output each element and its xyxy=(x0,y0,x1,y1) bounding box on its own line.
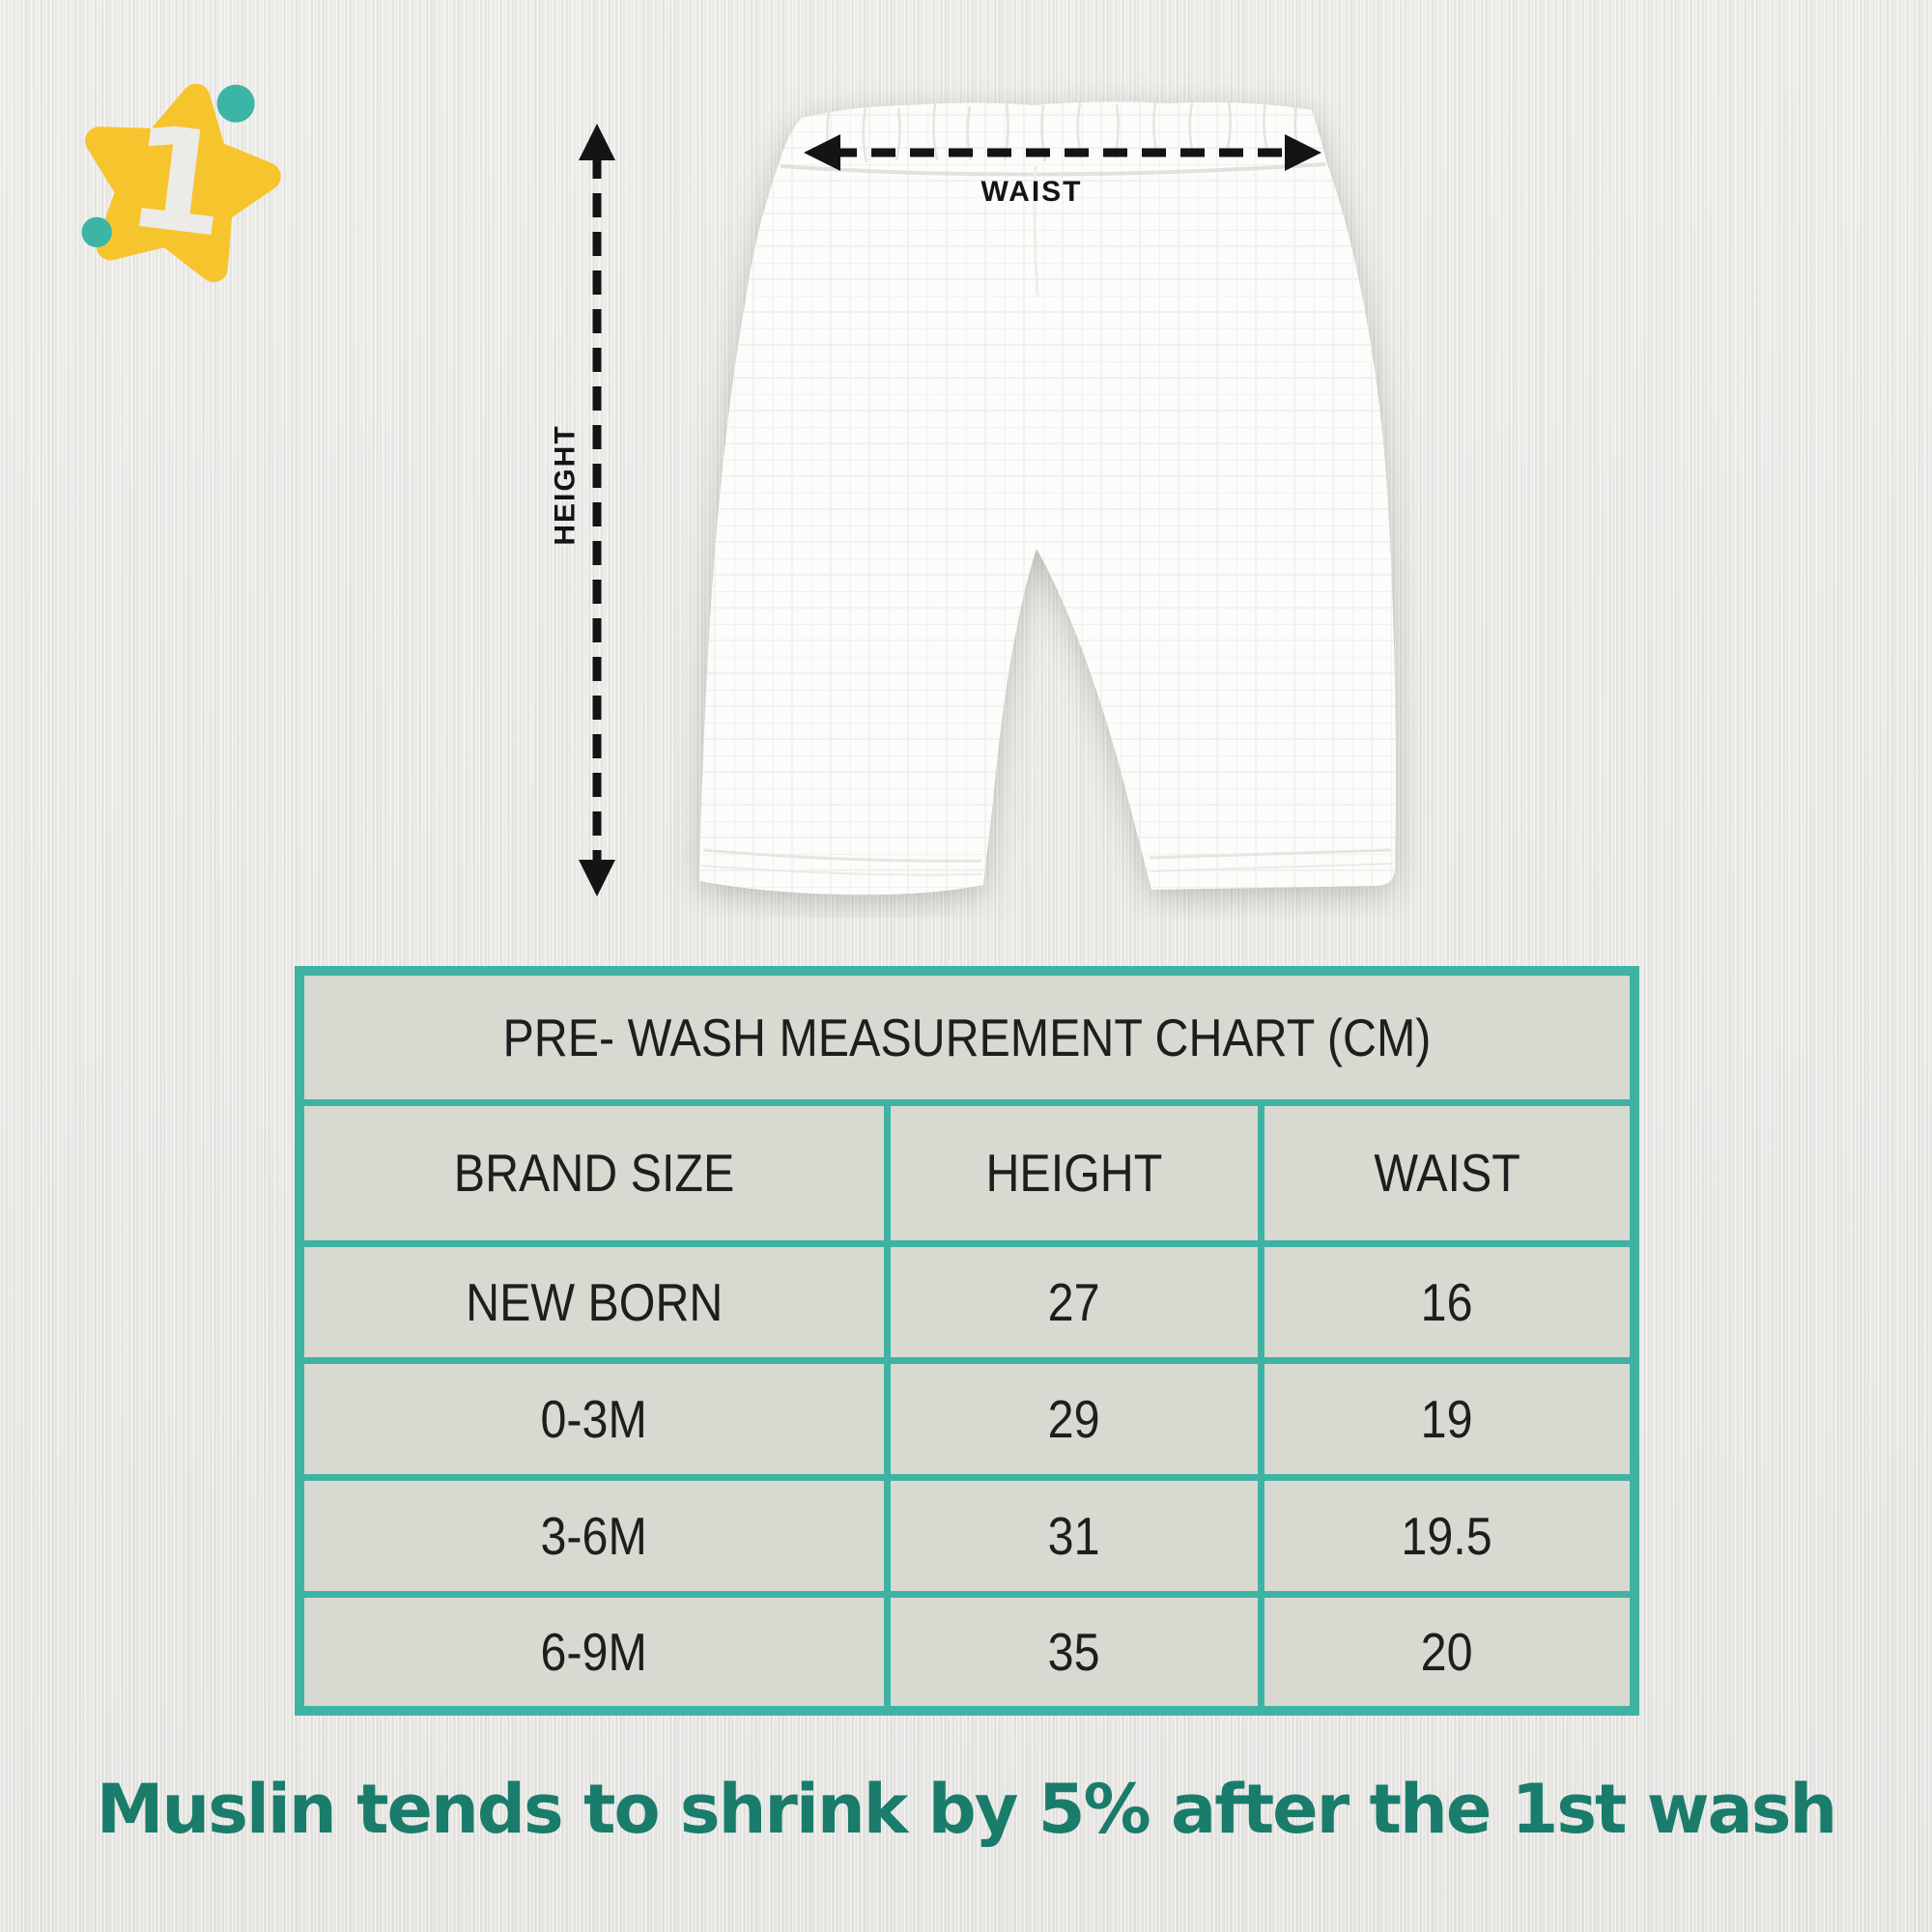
waist-arrow xyxy=(804,134,1321,171)
table-cell-waist: 19.5 xyxy=(1257,1473,1638,1598)
measurement-table: PRE- WASH MEASUREMENT CHART (CM) BRAND S… xyxy=(295,966,1639,1716)
table-row: 0-3M 29 19 xyxy=(296,1356,1638,1481)
table-cell-height: 27 xyxy=(883,1239,1264,1364)
logo-numeral: 1 xyxy=(119,94,237,270)
height-arrow-label: HEIGHT xyxy=(550,424,582,545)
arrowhead-left-icon xyxy=(804,134,840,171)
waist-arrow-label: WAIST xyxy=(981,176,1083,208)
pants-measurement-diagram: WAIST HEIGHT xyxy=(483,48,1449,918)
shrinkage-note: Muslin tends to shrink by 5% after the 1… xyxy=(96,1770,1838,1849)
table-cell-height: 29 xyxy=(883,1356,1264,1481)
logo-dot-top-icon xyxy=(216,84,255,123)
arrowhead-down-icon xyxy=(579,860,615,896)
table-cell-waist: 19 xyxy=(1257,1356,1638,1481)
table-cell-size: 0-3M xyxy=(296,1356,891,1481)
column-header-waist: WAIST xyxy=(1257,1098,1638,1247)
column-header-brand-size: BRAND SIZE xyxy=(296,1098,891,1247)
table-cell-size: NEW BORN xyxy=(296,1239,891,1364)
table-title: PRE- WASH MEASUREMENT CHART (CM) xyxy=(296,967,1638,1106)
pants-diagram-svg: WAIST HEIGHT xyxy=(550,100,1396,896)
logo-dot-bottom-icon xyxy=(81,216,112,248)
table-cell-size: 6-9M xyxy=(296,1590,891,1715)
table-cell-height: 31 xyxy=(883,1473,1264,1598)
table-row: 6-9M 35 20 xyxy=(296,1590,1638,1715)
table-cell-waist: 20 xyxy=(1257,1590,1638,1715)
height-arrow xyxy=(579,124,615,896)
arrowhead-right-icon xyxy=(1285,134,1321,171)
table-header-row: BRAND SIZE HEIGHT WAIST xyxy=(296,1098,1638,1247)
brand-logo: 1 xyxy=(81,83,281,283)
arrowhead-up-icon xyxy=(579,124,615,160)
star-icon: 1 xyxy=(85,83,281,283)
pants-image xyxy=(699,100,1396,895)
table-cell-size: 3-6M xyxy=(296,1473,891,1598)
table-cell-height: 35 xyxy=(883,1590,1264,1715)
table-row: 3-6M 31 19.5 xyxy=(296,1473,1638,1598)
table-title-row: PRE- WASH MEASUREMENT CHART (CM) xyxy=(296,967,1638,1106)
table-cell-waist: 16 xyxy=(1257,1239,1638,1364)
table-row: NEW BORN 27 16 xyxy=(296,1239,1638,1364)
column-header-height: HEIGHT xyxy=(883,1098,1264,1247)
